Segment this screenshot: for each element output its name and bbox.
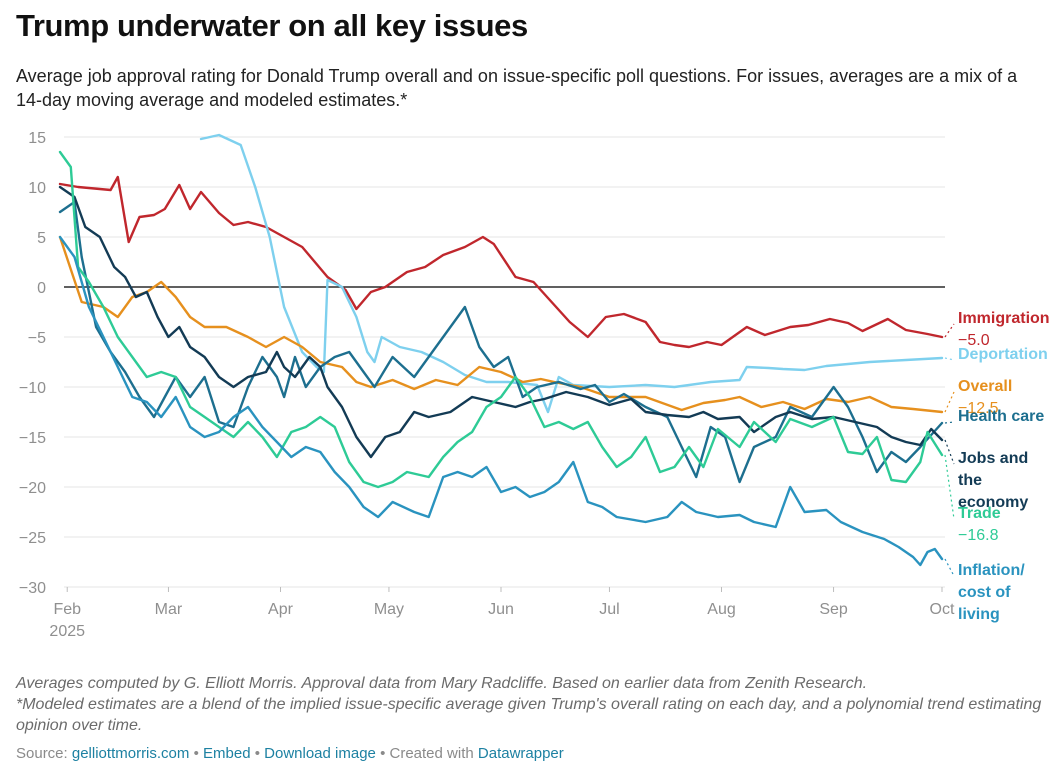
- x-tick-sublabel: 2025: [49, 623, 85, 640]
- y-tick-label: −5: [28, 330, 46, 347]
- embed-link[interactable]: Embed: [203, 745, 251, 762]
- source-link[interactable]: gelliottmorris.com: [71, 745, 190, 762]
- label-connector-trade: [944, 454, 955, 520]
- x-tick-label: Oct: [930, 601, 955, 618]
- y-tick-label: −25: [19, 530, 46, 547]
- label-connector-immigration: [944, 323, 955, 338]
- x-tick-label: Feb: [53, 601, 81, 618]
- footer: Source: gelliottmorris.com • Embed • Dow…: [16, 745, 564, 762]
- series-line-health-care: [58, 200, 944, 484]
- label-connector-health-care: [944, 421, 955, 424]
- series-label-health-care: Health care: [958, 408, 1044, 425]
- label-connector-jobs-and-the-economy: [944, 439, 955, 465]
- source-label: Source:: [16, 745, 68, 762]
- series-label-jobs-and-the-economy: Jobs and: [958, 450, 1028, 467]
- y-tick-label: 15: [28, 130, 46, 147]
- x-tick-label: Jul: [599, 601, 619, 618]
- x-tick-label: May: [374, 601, 404, 618]
- series-line-immigration: [58, 175, 944, 349]
- note-line-2: *Modeled estimates are a blend of the im…: [16, 696, 1042, 734]
- series-value-immigration: −5.0: [958, 332, 990, 349]
- series-value-overall: −12.5: [958, 400, 999, 417]
- x-tick-label: Jun: [488, 601, 514, 618]
- series-line-jobs-and-the-economy: [58, 185, 944, 459]
- x-tick-label: Sep: [819, 601, 848, 618]
- y-tick-label: 0: [37, 280, 46, 297]
- created-with-label: Created with: [389, 745, 474, 762]
- chart-title: Trump underwater on all key issues: [16, 8, 528, 43]
- grid-layer: 15 10 5 0 −5 −10 −15 −20 −25 −30 Feb 2025 Mar Apr May J…: [19, 130, 955, 640]
- y-tick-label: 10: [28, 180, 46, 197]
- series-label-inflation-cost-of-living: living: [958, 606, 1000, 623]
- series-value-trade: −16.8: [958, 527, 999, 544]
- series-label-trade: Trade: [958, 505, 1001, 522]
- y-tick-label: −20: [19, 480, 46, 497]
- y-tick-label: −30: [19, 580, 46, 597]
- note-line-1: Averages computed by G. Elliott Morris. …: [16, 675, 868, 692]
- y-tick-label: 5: [37, 230, 46, 247]
- y-tick-label: −15: [19, 430, 46, 447]
- series-label-deportation: Deportation: [958, 346, 1048, 363]
- series-line-overall: [58, 235, 944, 414]
- label-connector-deportation: [944, 357, 955, 361]
- series-line-inflation-cost-of-living: [58, 235, 944, 567]
- x-tick-label: Mar: [155, 601, 183, 618]
- footer-separator: •: [254, 745, 260, 762]
- chart-subtitle: Average job approval rating for Donald T…: [16, 66, 1018, 110]
- line-chart: 15 10 5 0 −5 −10 −15 −20 −25 −30 Feb 2025 Mar Apr May J…: [19, 130, 1050, 640]
- footer-separator: •: [380, 745, 386, 762]
- series-label-jobs-and-the-economy: economy: [958, 494, 1028, 511]
- series-label-inflation-cost-of-living: cost of: [958, 584, 1011, 601]
- label-connector-inflation-cost-of-living: [944, 558, 955, 577]
- series-label-inflation-cost-of-living: Inflation/: [958, 562, 1025, 579]
- series-line-trade: [58, 150, 944, 489]
- x-tick-label: Aug: [707, 601, 735, 618]
- chart-notes: Averages computed by G. Elliott Morris. …: [16, 673, 1051, 736]
- series-label-jobs-and-the-economy: the: [958, 472, 982, 489]
- footer-separator: •: [193, 745, 199, 762]
- x-tick-label: Apr: [268, 601, 294, 618]
- series-label-immigration: Immigration: [958, 310, 1050, 327]
- y-tick-label: −10: [19, 380, 46, 397]
- label-connector-overall: [944, 391, 955, 413]
- download-image-link[interactable]: Download image: [264, 745, 376, 762]
- series-layer: [58, 133, 944, 567]
- datawrapper-link[interactable]: Datawrapper: [477, 745, 564, 762]
- series-label-overall: Overall: [958, 378, 1012, 395]
- series-line-deportation: [199, 133, 944, 414]
